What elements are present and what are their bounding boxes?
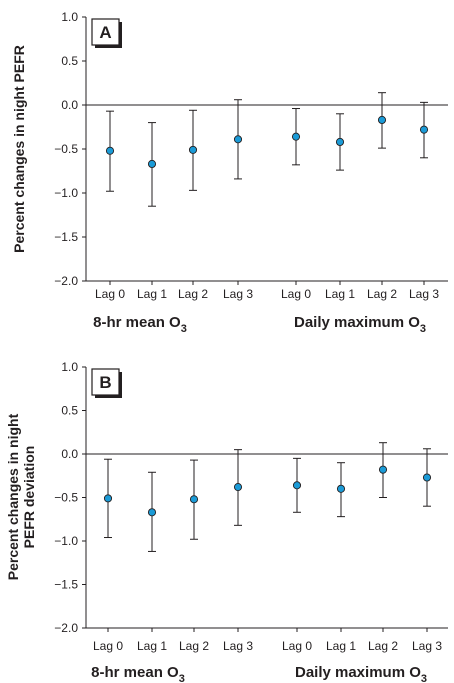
x-tick-label: Lag 1 xyxy=(137,639,167,653)
data-point xyxy=(422,473,432,482)
data-point xyxy=(188,145,198,154)
y-tick-label: 1.0 xyxy=(61,10,78,24)
x-tick-label: Lag 0 xyxy=(282,639,312,653)
y-tick-label: −0.5 xyxy=(54,142,78,156)
x-tick-label: Lag 1 xyxy=(137,287,167,301)
y-tick-label: −1.0 xyxy=(54,186,78,200)
panel-tag-label: B xyxy=(99,373,111,392)
y-tick-label: −1.0 xyxy=(54,534,78,548)
data-point xyxy=(147,159,157,169)
x-tick-label: Lag 2 xyxy=(179,639,209,653)
y-tick-label: −2.0 xyxy=(54,274,78,288)
y-tick-label: 1.0 xyxy=(61,360,78,374)
panel-tag-box xyxy=(91,18,120,46)
panel-tag-box xyxy=(91,368,120,396)
group-label: 8-hr mean O3 xyxy=(91,664,185,683)
x-tick-label: Lag 3 xyxy=(223,287,253,301)
group-label: Daily maximum O3 xyxy=(294,314,426,335)
group-label: Daily maximum O3 xyxy=(295,664,427,683)
data-point xyxy=(335,137,345,147)
y-axis-label: Percent changes in nightPEFR deviation xyxy=(5,413,37,580)
data-point xyxy=(147,508,157,517)
x-tick-label: Lag 2 xyxy=(178,287,208,301)
x-tick-label: Lag 1 xyxy=(325,287,355,301)
x-tick-label: Lag 3 xyxy=(409,287,439,301)
y-tick-label: −0.5 xyxy=(54,491,78,505)
x-tick-label: Lag 1 xyxy=(326,639,356,653)
y-tick-label: 0.5 xyxy=(61,54,78,68)
data-point xyxy=(291,132,301,141)
y-tick-label: 0.5 xyxy=(61,404,78,418)
data-point xyxy=(377,115,387,125)
x-tick-label: Lag 3 xyxy=(223,639,253,653)
data-point xyxy=(233,483,243,492)
panel-a: 1.0 0.5 0.0 −0.5 −1.0 −1.5 −2.0 Lag 0 Lag 1 Lag 2… xyxy=(11,10,448,335)
data-point xyxy=(105,146,115,155)
data-point xyxy=(292,481,302,490)
x-tick-label: Lag 0 xyxy=(281,287,311,301)
y-axis-label: Percent changes in night PEFR xyxy=(11,45,27,253)
data-point xyxy=(233,135,243,144)
data-point xyxy=(419,125,429,134)
data-point xyxy=(103,494,113,503)
panel-tag-label: A xyxy=(99,23,111,42)
y-tick-label: 0.0 xyxy=(61,98,78,112)
data-point xyxy=(336,484,346,493)
x-tick-label: Lag 3 xyxy=(412,639,442,653)
y-tick-label: 0.0 xyxy=(61,447,78,461)
y-tick-label: −2.0 xyxy=(54,621,78,635)
data-point xyxy=(189,495,199,504)
group-label: 8-hr mean O3 xyxy=(93,314,187,335)
data-point xyxy=(378,465,388,474)
x-tick-label: Lag 0 xyxy=(95,287,125,301)
panel-b: 1.0 0.5 0.0 −0.5 −1.0 −1.5 −2.0 Lag 0 Lag 1 Lag 2… xyxy=(5,360,448,683)
y-tick-label: −1.5 xyxy=(54,230,78,244)
x-tick-label: Lag 2 xyxy=(368,639,398,653)
x-tick-label: Lag 0 xyxy=(93,639,123,653)
x-tick-label: Lag 2 xyxy=(367,287,397,301)
y-tick-label: −1.5 xyxy=(54,578,78,592)
